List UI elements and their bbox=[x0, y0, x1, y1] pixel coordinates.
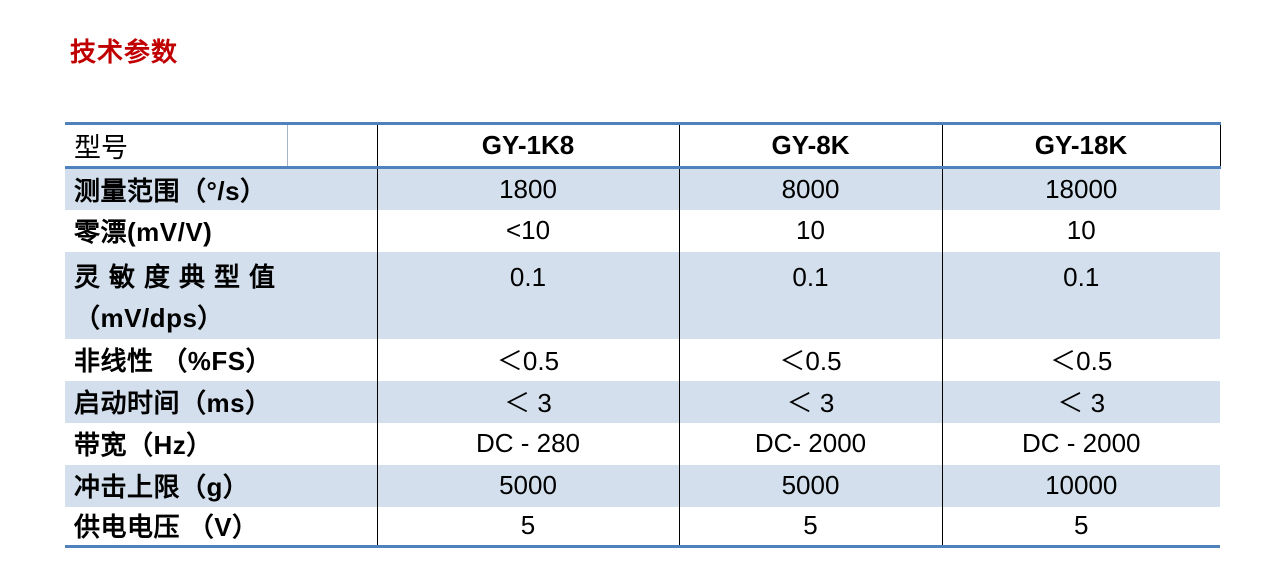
spec-value: 10 bbox=[1066, 215, 1096, 245]
spec-value: <10 bbox=[377, 209, 680, 252]
spec-label: 零漂(mV/V) bbox=[65, 209, 378, 252]
spec-value: 5 bbox=[377, 506, 680, 547]
spec-label: 非线性 （%FS） bbox=[65, 338, 378, 381]
spec-label: 启动时间（ms） bbox=[65, 380, 378, 423]
spec-row: 供电电压 （V） 5 5 5 bbox=[65, 506, 1220, 547]
header-column-divider bbox=[287, 125, 288, 166]
spec-row: 冲击上限（g） 5000 5000 10000 bbox=[65, 464, 1220, 507]
spec-row: 零漂(mV/V) <10 10 10 bbox=[65, 209, 1220, 252]
spec-label-line1: 灵敏度典型值 bbox=[74, 261, 285, 292]
page-title: 技术参数 bbox=[70, 37, 179, 67]
spec-value: 5000 bbox=[679, 464, 943, 507]
header-model-gy-18k: GY-18K bbox=[942, 123, 1221, 169]
spec-value: 1800 bbox=[377, 167, 680, 210]
spec-label: 带宽（Hz） bbox=[65, 422, 378, 465]
spec-value: ＜0.5 bbox=[679, 338, 943, 381]
spec-value: 18000 bbox=[942, 167, 1220, 210]
spec-value: 10000 bbox=[942, 464, 1220, 507]
spec-value: ＜0.5 bbox=[1050, 346, 1113, 376]
table-header-row: 型号 GY-1K8 GY-8K GY-18K bbox=[65, 123, 1221, 169]
spec-label: 供电电压 （V） bbox=[65, 506, 378, 547]
spec-value: ＜ 3 bbox=[679, 380, 943, 423]
spec-value: 10 bbox=[679, 209, 943, 252]
spec-value: 8000 bbox=[679, 167, 943, 210]
spec-value: DC- 2000 bbox=[679, 422, 943, 465]
spec-label: 灵敏度典型值 （mV/dps） bbox=[65, 251, 378, 339]
spec-row: 启动时间（ms）＜ 3 ＜ 3 ＜ 3 bbox=[65, 380, 1220, 423]
spec-table: 型号 GY-1K8 GY-8K GY-18K 测量范围（°/s） 1800 8000… bbox=[65, 122, 1221, 548]
spec-row: 测量范围（°/s） 1800 8000 18000 bbox=[65, 167, 1220, 210]
header-model-gy-8k: GY-8K bbox=[679, 123, 943, 169]
spec-value: 5 bbox=[679, 506, 943, 547]
spec-value: DC - 2000 bbox=[1022, 428, 1141, 458]
spec-value: ＜ 3 bbox=[942, 380, 1220, 423]
header-model-gy-1k8: GY-1K8 bbox=[377, 123, 680, 169]
spec-row: 非线性 （%FS） ＜0.5 ＜0.5 ＜0.5 bbox=[65, 338, 1220, 381]
spec-label: 测量范围（°/s） bbox=[65, 167, 378, 210]
spec-value: ＜ 3 bbox=[377, 380, 680, 423]
spec-value: 0.1 bbox=[679, 251, 943, 339]
header-model-label: 型号 bbox=[65, 123, 378, 169]
spec-value: 5 bbox=[1074, 510, 1089, 541]
spec-table-body: 测量范围（°/s） 1800 8000 18000 零漂(mV/V) <10 10 10 灵敏度… bbox=[65, 167, 1220, 547]
header-model-label-text: 型号 bbox=[74, 133, 128, 163]
spec-row: 带宽（Hz） DC - 280 DC- 2000 DC - 2000 bbox=[65, 422, 1220, 465]
spec-value: 5000 bbox=[377, 464, 680, 507]
spec-row: 灵敏度典型值 （mV/dps） 0.1 0.1 0.1 bbox=[65, 251, 1220, 339]
spec-label-line2: （mV/dps） bbox=[74, 302, 224, 333]
spec-value: DC - 280 bbox=[377, 422, 680, 465]
spec-value: 0.1 bbox=[942, 251, 1220, 339]
spec-label: 冲击上限（g） bbox=[65, 464, 378, 507]
spec-value: ＜0.5 bbox=[377, 338, 680, 381]
spec-value: 0.1 bbox=[377, 251, 680, 339]
